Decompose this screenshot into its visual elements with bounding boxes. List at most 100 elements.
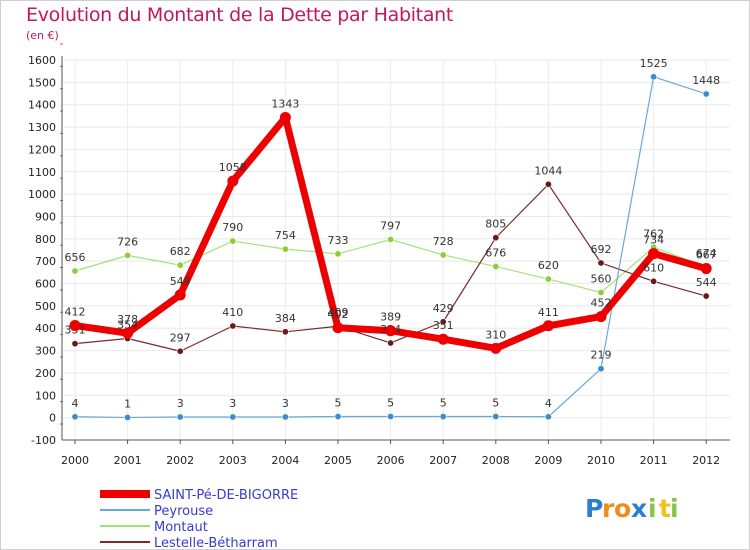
data-point: [650, 277, 658, 285]
y-tick-label: 1200: [28, 143, 56, 156]
data-point: [176, 347, 184, 355]
data-label: 378: [117, 313, 138, 326]
x-tick-label: 2004: [271, 454, 299, 467]
chart-title: Evolution du Montant de la Dette par Hab…: [26, 4, 454, 26]
x-tick-label: 2006: [377, 454, 405, 467]
y-tick-label: 600: [35, 278, 56, 291]
data-point: [124, 251, 132, 259]
data-label: 3: [282, 397, 289, 410]
data-point: [71, 413, 79, 421]
x-tick-label: 2003: [219, 454, 247, 467]
legend-label: Lestelle-Bétharram: [154, 536, 278, 550]
y-tick-label: 1300: [28, 121, 56, 134]
data-point: [702, 292, 710, 300]
logo-letter: o: [614, 494, 631, 523]
data-label: 1448: [692, 74, 720, 87]
data-point: [544, 180, 552, 188]
data-label: 5: [335, 397, 342, 410]
data-label: 610: [643, 261, 664, 274]
data-point: [176, 413, 184, 421]
data-point: [227, 175, 239, 187]
data-point: [334, 413, 342, 421]
data-label: 726: [117, 235, 138, 248]
data-point: [595, 311, 607, 323]
data-label: 384: [275, 312, 296, 325]
y-tick-label: 1000: [28, 188, 56, 201]
data-label: 544: [696, 276, 717, 289]
data-point: [437, 333, 449, 345]
data-point: [174, 289, 186, 301]
data-label: 452: [591, 297, 612, 310]
data-point: [597, 288, 605, 296]
data-point: [124, 413, 132, 421]
data-point: [69, 320, 81, 332]
data-point: [122, 327, 134, 339]
data-label: 682: [170, 245, 191, 258]
data-point: [439, 318, 447, 326]
legend-label: Peyrouse: [154, 504, 213, 519]
data-label: 674: [696, 247, 717, 260]
y-tick-label: 100: [35, 389, 56, 402]
data-label: 790: [222, 221, 243, 234]
data-label: 549: [170, 275, 191, 288]
data-label: 351: [433, 319, 454, 332]
data-label: 733: [328, 234, 349, 247]
data-label: 310: [485, 328, 506, 341]
data-point: [279, 111, 291, 123]
data-label: 297: [170, 331, 191, 344]
data-label: 560: [591, 272, 612, 285]
data-point: [229, 322, 237, 330]
y-tick-label: 0: [49, 412, 56, 425]
data-label: 620: [538, 259, 559, 272]
data-point: [492, 234, 500, 242]
data-label: 667: [696, 249, 717, 262]
x-tick-label: 2012: [692, 454, 720, 467]
data-point: [492, 263, 500, 271]
data-point: [229, 237, 237, 245]
data-label: 5: [492, 397, 499, 410]
data-label: 1058: [219, 161, 247, 174]
data-point: [281, 245, 289, 253]
data-label: 429: [433, 302, 454, 315]
y-tick-label: 700: [35, 255, 56, 268]
data-label: 1343: [271, 97, 299, 110]
data-point: [334, 250, 342, 258]
y-tick-label: 300: [35, 345, 56, 358]
data-label: 692: [591, 243, 612, 256]
data-point: [542, 320, 554, 332]
y-tick-label: 200: [35, 367, 56, 380]
logo-letter: P: [585, 494, 603, 523]
y-tick-label: -100: [31, 434, 56, 447]
logo-letter: r: [602, 494, 615, 523]
data-label: 410: [222, 306, 243, 319]
data-label: 389: [380, 311, 401, 324]
data-label: 754: [275, 229, 296, 242]
data-label: 1525: [640, 57, 668, 70]
y-tick-label: 1600: [28, 54, 56, 67]
data-point: [71, 340, 79, 348]
data-point: [439, 251, 447, 259]
data-point: [702, 90, 710, 98]
data-label: 402: [328, 308, 349, 321]
data-label: 412: [65, 306, 86, 319]
data-label: 656: [65, 251, 86, 264]
x-tick-label: 2000: [61, 454, 89, 467]
logo-letter: x: [631, 494, 647, 523]
data-point: [387, 235, 395, 243]
data-label: 1: [124, 397, 131, 410]
data-point: [71, 267, 79, 275]
legend-label: Montaut: [154, 520, 208, 535]
x-tick-label: 2002: [166, 454, 194, 467]
data-point: [229, 413, 237, 421]
data-point: [648, 248, 660, 260]
y-tick-label: 400: [35, 322, 56, 335]
data-point: [544, 413, 552, 421]
data-label: 5: [387, 397, 394, 410]
plot-area: [62, 60, 730, 440]
logo-letter: i: [670, 494, 679, 523]
data-point: [387, 339, 395, 347]
legend-label: SAINT-Pé-DE-BIGORRE: [154, 488, 298, 503]
x-tick-label: 2009: [534, 454, 562, 467]
data-label: 805: [485, 218, 506, 231]
data-label: 1044: [534, 164, 562, 177]
